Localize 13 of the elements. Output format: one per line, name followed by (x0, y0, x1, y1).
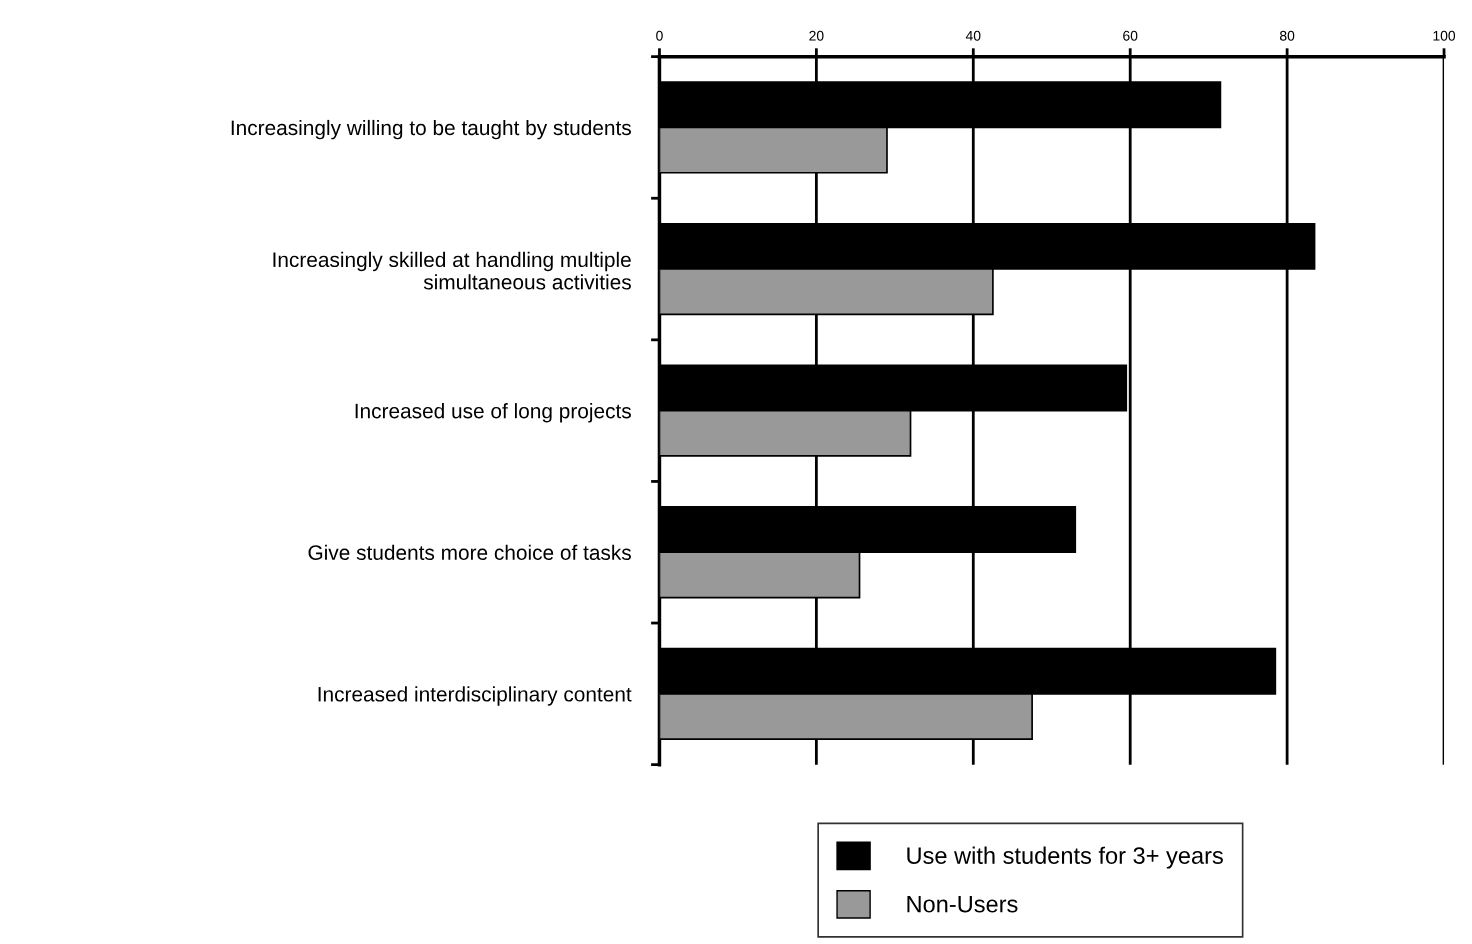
legend-label: Non-Users (907, 896, 1018, 913)
y-tick-label: Increasingly willing to be taught by students (231, 119, 631, 140)
y-tick-label: Increased use of long projects (355, 403, 631, 423)
x-tick-label: 40 (965, 30, 981, 41)
legend-label: Use with students for 3+ years (907, 846, 1223, 869)
y-tick-label: Increasingly skilled at handling multiple simultaneous activities (273, 251, 631, 290)
x-tick-label: 20 (809, 30, 824, 41)
x-tick-label: 80 (1280, 30, 1295, 41)
y-tick-label: Give students more choice of tasks (308, 544, 631, 560)
x-tick-label: 100 (1433, 30, 1456, 41)
x-tick-label: 60 (1123, 30, 1138, 41)
y-tick-label: Increased interdisciplinary content (318, 686, 632, 706)
x-tick-label: 0 (656, 30, 663, 41)
